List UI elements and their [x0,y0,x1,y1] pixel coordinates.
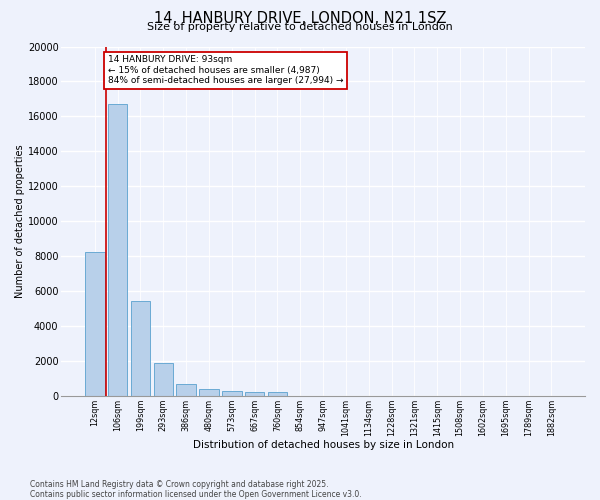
Text: 14 HANBURY DRIVE: 93sqm
← 15% of detached houses are smaller (4,987)
84% of semi: 14 HANBURY DRIVE: 93sqm ← 15% of detache… [107,55,343,85]
Bar [131,302,150,396]
Bar [154,364,173,396]
Bar [222,391,242,396]
Bar [176,384,196,396]
Text: Size of property relative to detached houses in London: Size of property relative to detached ho… [147,22,453,32]
Bar [245,392,265,396]
Text: Contains HM Land Registry data © Crown copyright and database right 2025.
Contai: Contains HM Land Registry data © Crown c… [30,480,362,499]
Bar [199,389,218,396]
Y-axis label: Number of detached properties: Number of detached properties [15,144,25,298]
Bar [108,104,127,396]
Bar [268,392,287,396]
Bar [85,252,104,396]
X-axis label: Distribution of detached houses by size in London: Distribution of detached houses by size … [193,440,454,450]
Text: 14, HANBURY DRIVE, LONDON, N21 1SZ: 14, HANBURY DRIVE, LONDON, N21 1SZ [154,11,446,26]
